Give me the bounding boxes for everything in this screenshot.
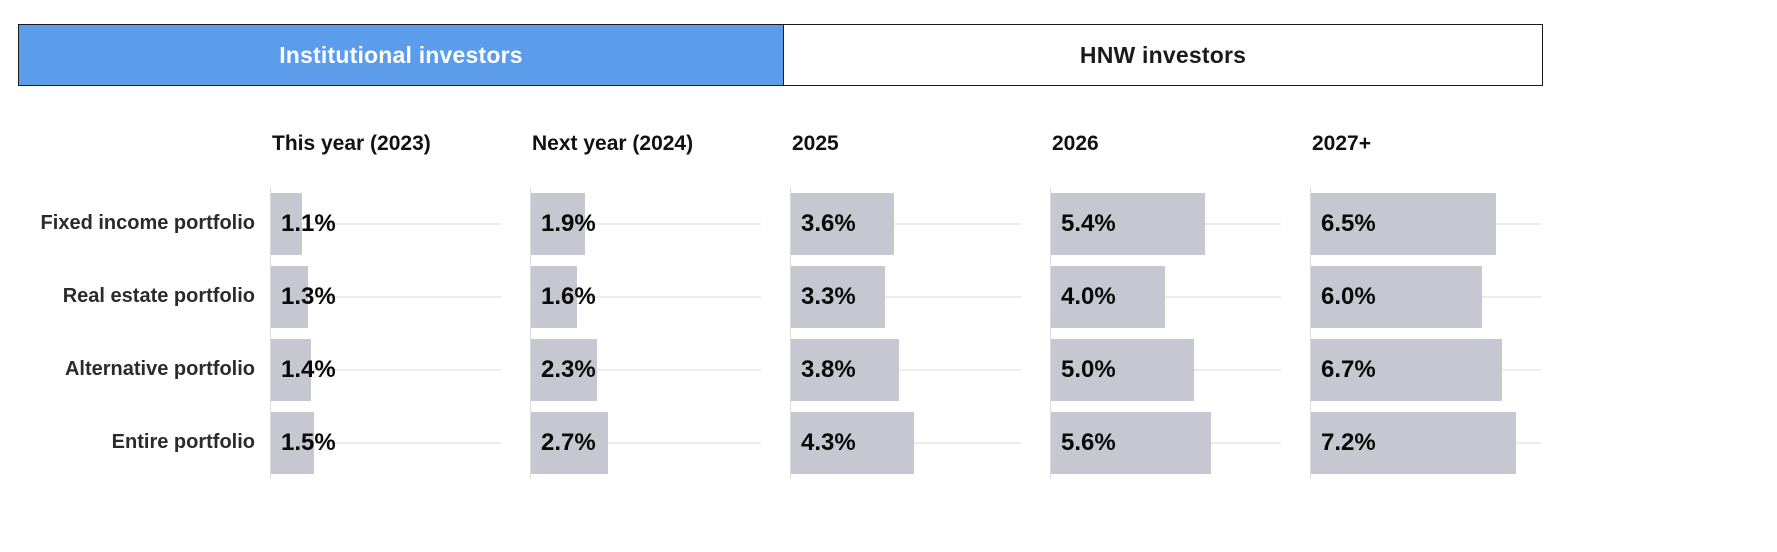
bar-track-line [271,441,501,444]
bar-track-line [791,222,1021,225]
bar-value-label: 3.6% [801,209,856,237]
bar-track-line [531,295,761,298]
bar-cell: 2.7% [530,406,790,479]
bar-track-line [531,222,761,225]
row-label-0: Fixed income portfolio [40,212,255,234]
bar-cell: 1.1% [270,187,530,260]
bar-value-label: 2.3% [541,355,596,383]
tab-hnw-investors[interactable]: HNW investors [783,25,1542,85]
bar-value-label: 1.5% [281,428,336,456]
value-bar [1051,411,1211,474]
column-header-2: 2025 [792,132,839,155]
bar-track-line [271,295,501,298]
bar-cell: 4.0% [1050,260,1310,333]
bar-track-line [531,368,761,371]
value-bar [1311,338,1502,401]
bar-cell: 4.3% [790,406,1050,479]
bar-value-label: 5.0% [1061,355,1116,383]
column-header-1: Next year (2024) [532,132,694,155]
value-bar [791,265,886,328]
bar-value-label: 1.9% [541,209,596,237]
expected-returns-chart: This year (2023) Next year (2024) 2025 2026… [18,114,1570,479]
bar-cell: 3.8% [790,333,1050,406]
bar-track-line [791,295,1021,298]
bar-value-label: 5.6% [1061,428,1116,456]
row-label-3: Entire portfolio [111,431,255,453]
bar-cell: 5.6% [1050,406,1310,479]
bar-value-label: 6.5% [1321,209,1376,237]
bar-value-label: 7.2% [1321,428,1376,456]
bar-value-label: 5.4% [1061,209,1116,237]
header-spacer [18,114,270,174]
bar-track-line [791,368,1021,371]
value-bar [271,265,309,328]
bar-cell: 6.5% [1310,187,1570,260]
value-bar [531,265,577,328]
bar-cell: 1.5% [270,406,530,479]
bar-value-label: 1.6% [541,282,596,310]
value-bar [531,338,597,401]
value-bar [271,411,314,474]
column-header-0: This year (2023) [272,132,431,155]
value-bar [271,338,311,401]
value-bar [791,192,894,255]
value-bar [1311,192,1497,255]
bar-cell: 1.6% [530,260,790,333]
value-bar [271,192,303,255]
investor-type-tabs: Institutional investors HNW investors [18,24,1543,86]
value-bar [1051,338,1194,401]
value-bar [531,192,586,255]
bar-value-label: 4.0% [1061,282,1116,310]
bar-value-label: 3.8% [801,355,856,383]
bar-cell: 1.3% [270,260,530,333]
column-header-3: 2026 [1052,132,1099,155]
bar-cell: 5.4% [1050,187,1310,260]
chart-grid: This year (2023) Next year (2024) 2025 2026… [18,114,1570,479]
row-label-1: Real estate portfolio [62,285,255,307]
bar-track-line [1051,295,1281,298]
value-bar [1311,411,1517,474]
value-bar [1311,265,1482,328]
bar-value-label: 2.7% [541,428,596,456]
bar-cell: 6.7% [1310,333,1570,406]
bar-cell: 1.4% [270,333,530,406]
bar-value-label: 1.4% [281,355,336,383]
bar-track-line [271,222,501,225]
bar-value-label: 1.3% [281,282,336,310]
bar-value-label: 3.3% [801,282,856,310]
bar-cell: 3.3% [790,260,1050,333]
bar-cell: 3.6% [790,187,1050,260]
row-label-2: Alternative portfolio [64,358,255,380]
bar-cell: 7.2% [1310,406,1570,479]
value-bar [791,338,900,401]
bar-track-line [271,368,501,371]
bar-cell: 6.0% [1310,260,1570,333]
bar-value-label: 4.3% [801,428,856,456]
bar-cell: 5.0% [1050,333,1310,406]
value-bar [1051,192,1205,255]
bar-track-line [531,441,761,444]
bar-cell: 1.9% [530,187,790,260]
bar-value-label: 6.0% [1321,282,1376,310]
bar-value-label: 1.1% [281,209,336,237]
value-bar [1051,265,1165,328]
value-bar [791,411,914,474]
column-header-4: 2027+ [1312,132,1371,155]
bar-cell: 2.3% [530,333,790,406]
bar-value-label: 6.7% [1321,355,1376,383]
value-bar [531,411,608,474]
tab-institutional-investors[interactable]: Institutional investors [19,25,783,85]
